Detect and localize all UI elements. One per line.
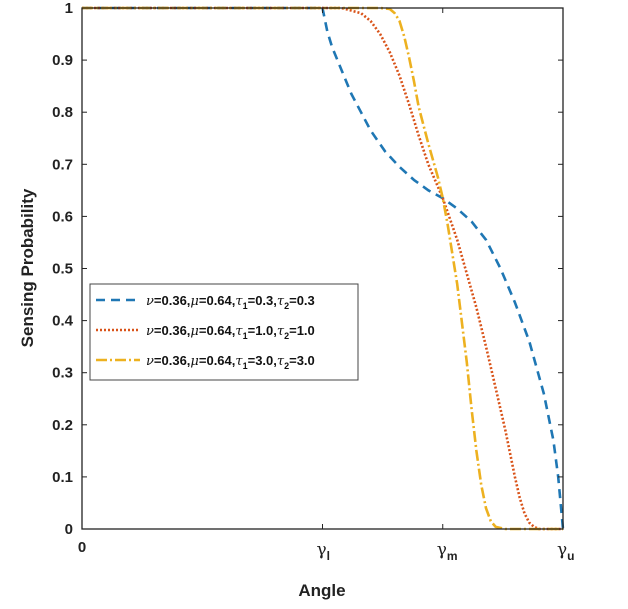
legend-label-part: τ: [235, 294, 243, 309]
y-tick-label: 0.6: [52, 208, 73, 225]
x-tick-label: 0: [78, 539, 86, 556]
legend-label-part: =0.3,: [248, 293, 277, 308]
y-axis-title: Sensing Probability: [18, 188, 37, 347]
series-line-3: [82, 6, 563, 531]
x-tick-symbol: γ: [317, 540, 327, 560]
series-line-2: [82, 6, 563, 531]
legend-label-part: 1: [243, 361, 248, 371]
legend-label-part: =0.36,: [154, 353, 191, 368]
y-axis-ticks: 0 0.1 0.2 0.3 0.4 0.5 0.6 0.7 0.8 0.9 1: [52, 0, 563, 538]
legend-label-part: τ: [235, 354, 243, 369]
legend-label-part: =3.0: [289, 353, 315, 368]
legend-label-3: ν=0.36,μ=0.64,τ1=3.0,τ2=3.0: [146, 353, 315, 371]
legend-label-part: ν: [146, 354, 154, 369]
y-tick-label: 0.1: [52, 469, 73, 486]
y-tick-label: 0: [65, 521, 73, 538]
x-tick-subscript: l: [327, 549, 330, 563]
legend-label-1: ν=0.36,μ=0.64,τ1=0.3,τ2=0.3: [146, 293, 315, 311]
y-tick-label: 0.4: [52, 313, 74, 330]
legend-label-part: μ: [190, 324, 198, 339]
legend-label-part: τ: [277, 294, 285, 309]
legend-label-part: ν: [146, 294, 154, 309]
y-tick-label: 0.7: [52, 156, 73, 173]
legend-label-part: 2: [284, 361, 289, 371]
legend-label-part: =1.0: [289, 323, 315, 338]
legend-label-part: μ: [190, 354, 198, 369]
y-tick-label: 0.3: [52, 365, 73, 382]
series-group: [82, 6, 565, 531]
legend-label-part: =0.64,: [199, 323, 236, 338]
series-line-1: [82, 6, 565, 530]
legend-label-part: τ: [277, 354, 285, 369]
x-tick-symbol: γ: [437, 540, 447, 560]
legend-label-part: 1: [243, 301, 248, 311]
y-tick-label: 1: [65, 0, 73, 17]
x-axis-title: Angle: [298, 581, 345, 600]
legend-label-part: ν: [146, 324, 154, 339]
legend-label-part: =1.0,: [248, 323, 277, 338]
legend-label-part: 2: [284, 331, 289, 341]
y-tick-label: 0.5: [52, 261, 73, 278]
legend-label-part: 1: [243, 331, 248, 341]
y-tick-label: 0.8: [52, 104, 73, 121]
legend-label-part: =0.36,: [154, 323, 191, 338]
legend-label-part: τ: [277, 324, 285, 339]
x-tick-symbol: γ: [557, 540, 567, 560]
x-tick-label: γu: [557, 540, 575, 563]
x-tick-subscript: u: [567, 549, 574, 563]
legend-label-part: =0.3: [289, 293, 315, 308]
y-tick-label: 0.2: [52, 417, 73, 434]
legend-label-part: =0.36,: [154, 293, 191, 308]
legend-label-part: =0.64,: [199, 293, 236, 308]
legend-label-part: =0.64,: [199, 353, 236, 368]
legend: ν=0.36,μ=0.64,τ1=0.3,τ2=0.3ν=0.36,μ=0.64…: [89, 283, 359, 381]
x-axis-ticks: 0 γl γm γu: [78, 8, 575, 563]
plot-background: [82, 8, 563, 529]
x-tick-label: γm: [437, 540, 458, 563]
legend-label-2: ν=0.36,μ=0.64,τ1=1.0,τ2=1.0: [146, 323, 315, 341]
x-tick-subscript: m: [447, 549, 458, 563]
legend-label-part: 2: [284, 301, 289, 311]
x-tick-label: γl: [317, 540, 331, 563]
legend-label-part: τ: [235, 324, 243, 339]
y-tick-label: 0.9: [52, 52, 73, 69]
legend-label-part: μ: [190, 294, 198, 309]
legend-label-part: =3.0,: [248, 353, 277, 368]
